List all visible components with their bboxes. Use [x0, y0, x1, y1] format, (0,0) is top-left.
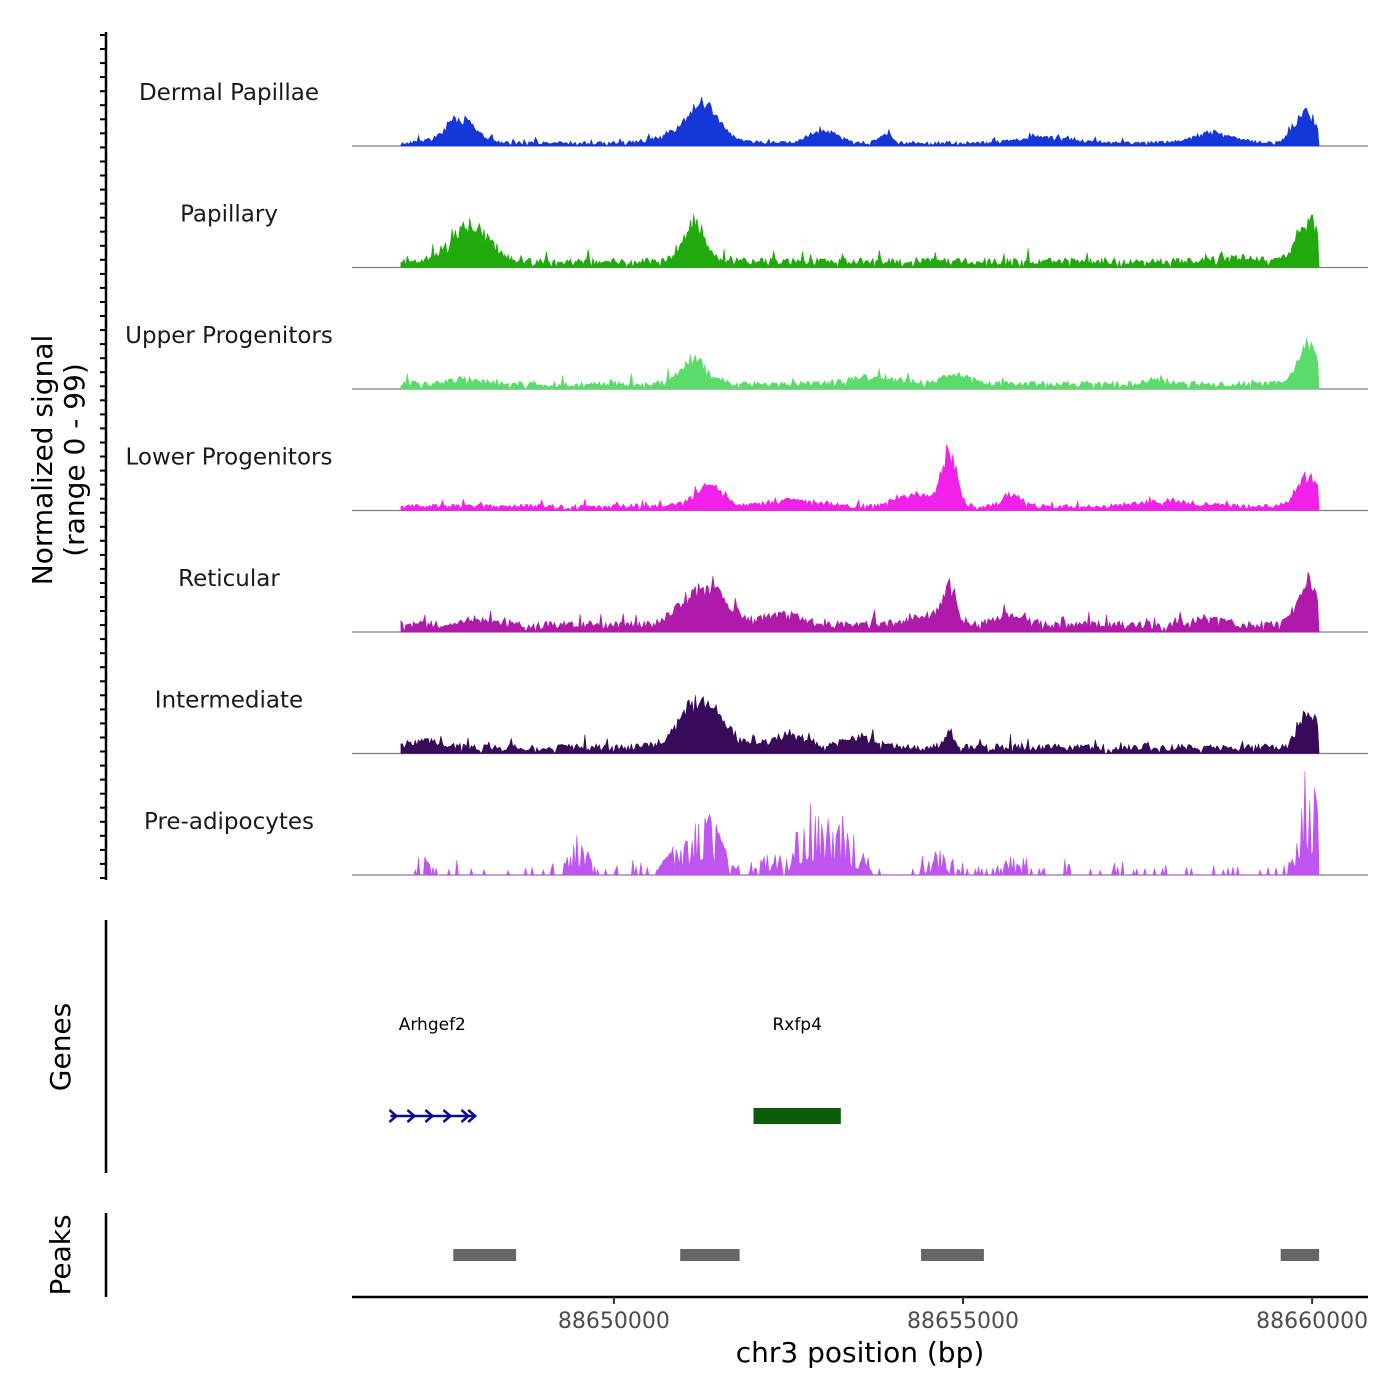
peak-region — [1280, 1249, 1320, 1261]
track-label: Upper Progenitors — [125, 323, 333, 349]
genes-panel: Arhgef2 Rxfp4 — [104, 920, 841, 1173]
track-label: Intermediate — [155, 688, 303, 714]
track-papillary: Papillary — [180, 202, 1368, 269]
gene-rxfp4: Rxfp4 — [753, 1015, 841, 1124]
x-tick-label: 88650000 — [558, 1309, 670, 1334]
signal-area — [400, 96, 1320, 147]
x-tick-label: 88655000 — [907, 1309, 1019, 1334]
track-dermal-papillae: Dermal Papillae — [139, 80, 1368, 147]
peak-region — [453, 1249, 517, 1261]
gene-body — [753, 1108, 841, 1124]
strand-arrow — [406, 1109, 417, 1123]
x-tick-label: 88660000 — [1256, 1309, 1368, 1334]
track-label: Papillary — [180, 202, 278, 228]
strand-arrow — [388, 1109, 399, 1123]
peaks-panel — [104, 1213, 1320, 1297]
track-reticular: Reticular — [178, 566, 1368, 633]
track-pre-adipocytes: Pre-adipocytes — [144, 771, 1368, 877]
x-axis: 88650000 88655000 88660000 — [352, 1295, 1368, 1334]
peak-region — [680, 1249, 740, 1261]
strand-arrow — [442, 1109, 453, 1123]
strand-arrow — [467, 1109, 478, 1123]
genes-axis-title: Genes — [44, 1003, 77, 1091]
signal-area — [400, 771, 1320, 877]
peak-region — [921, 1249, 984, 1261]
signal-area — [400, 338, 1320, 391]
track-lower-progenitors: Lower Progenitors — [126, 444, 1368, 512]
track-label: Pre-adipocytes — [144, 809, 314, 835]
strand-arrow — [424, 1109, 435, 1123]
peaks-axis-title: Peaks — [44, 1214, 77, 1295]
signal-area — [400, 572, 1320, 633]
gene-arhgef2: Arhgef2 — [388, 1015, 478, 1123]
strand-arrow — [460, 1109, 471, 1123]
track-intermediate: Intermediate — [155, 688, 1368, 755]
track-label: Dermal Papillae — [139, 80, 319, 106]
signal-tracks: Dermal Papillae Papillary Upper Progenitor… — [100, 32, 1368, 880]
signal-area — [400, 444, 1320, 512]
gene-label: Rxfp4 — [772, 1015, 821, 1035]
signal-area — [400, 213, 1320, 269]
track-label: Lower Progenitors — [126, 445, 333, 471]
track-upper-progenitors: Upper Progenitors — [125, 323, 1368, 391]
gene-label: Arhgef2 — [399, 1015, 466, 1035]
y-axis-title-line1: Normalized signal — [26, 335, 59, 586]
track-label: Reticular — [178, 566, 280, 592]
x-axis-title: chr3 position (bp) — [736, 1336, 985, 1369]
y-axis-title-line2: (range 0 - 99) — [58, 363, 91, 557]
signal-area — [400, 695, 1320, 755]
